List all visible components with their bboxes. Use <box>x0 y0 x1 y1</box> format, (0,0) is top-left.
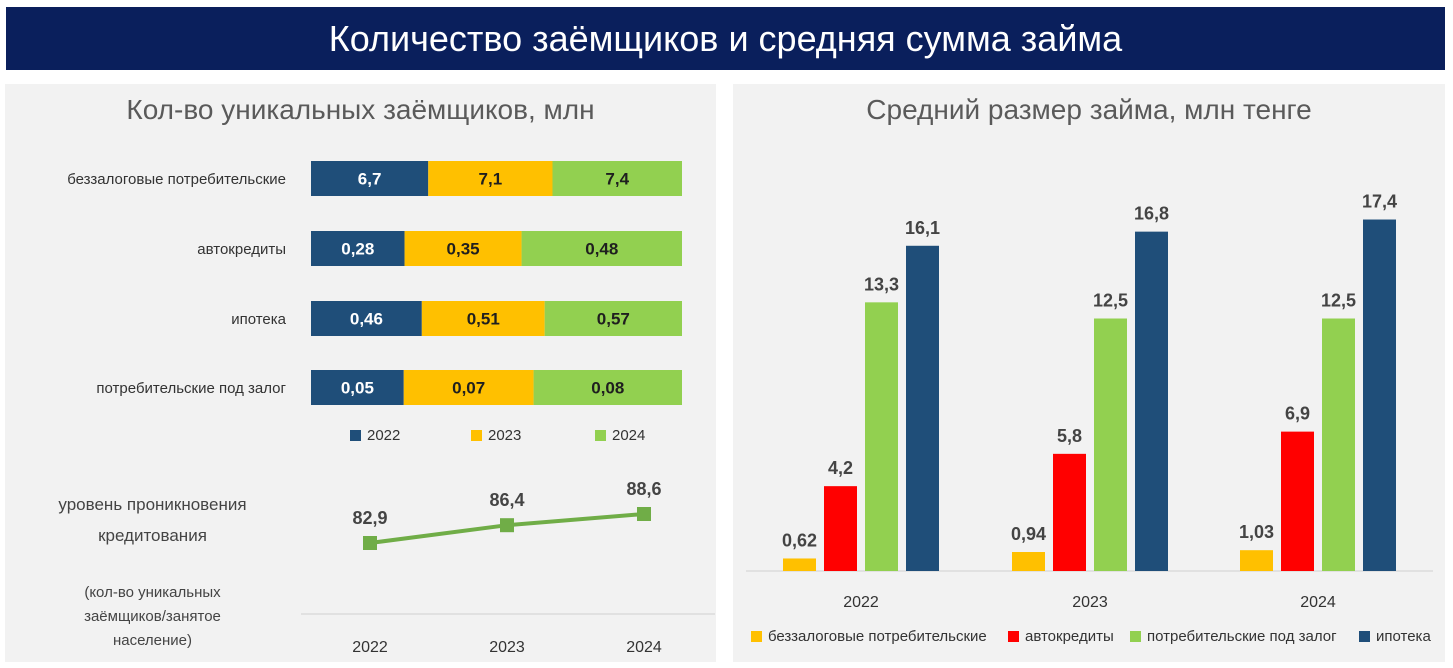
legend-secured: потребительские под залог <box>1130 628 1337 645</box>
category-label-secured: потребительские под залог <box>96 380 286 397</box>
column-bar <box>1053 453 1086 571</box>
x-tick-label: 2024 <box>626 639 662 656</box>
stacked-bar-value-label: 0,46 <box>350 310 383 329</box>
stacked-bar-value-label: 0,07 <box>452 379 485 398</box>
column-value-label: 0,62 <box>782 530 817 550</box>
category-label-auto: автокредиты <box>197 241 286 258</box>
x-tick-label: 2023 <box>489 639 525 656</box>
loan-size-panel: Средний размер займа, млн тенге 0,62 4,2 1… <box>733 84 1445 662</box>
stacked-bar-value-label: 0,08 <box>591 379 624 398</box>
column-bar <box>1012 552 1045 571</box>
stacked-bar-segment <box>533 370 682 405</box>
stacked-bar-segment <box>403 370 534 405</box>
column-value-label: 16,8 <box>1134 204 1169 224</box>
column-bar <box>1363 219 1396 571</box>
stacked-bar-value-label: 0,28 <box>341 240 374 259</box>
legend-2024: 2024 <box>595 427 645 444</box>
column-bar <box>1322 318 1355 571</box>
stacked-bar-segment <box>404 231 522 266</box>
column-value-label: 12,5 <box>1321 291 1356 311</box>
x-tick-label: 2024 <box>1300 594 1336 611</box>
legend-2022: 2022 <box>350 427 400 444</box>
stacked-bar-value-label: 0,05 <box>341 379 374 398</box>
column-bar <box>783 558 816 571</box>
column-bar <box>1281 431 1314 571</box>
legend-swatch-secured <box>1130 631 1141 642</box>
column-value-label: 0,94 <box>1011 524 1046 544</box>
legend-swatch-2023 <box>471 430 482 441</box>
legend-auto: автокредиты <box>1008 628 1114 645</box>
column-value-label: 6,9 <box>1285 404 1310 424</box>
penetration-line-chart: 82,9 2022 86,4 2023 88,6 2024 <box>301 479 715 656</box>
penetration-marker <box>637 507 651 521</box>
x-tick-label: 2022 <box>352 639 388 656</box>
stacked-bar-segment <box>311 231 405 266</box>
stacked-bar-value-label: 6,7 <box>358 170 382 189</box>
legend-unsecured: беззалоговые потребительские <box>751 628 987 645</box>
penetration-label: уровень проникновения кредитования <box>58 495 247 546</box>
column-bar <box>1094 318 1127 571</box>
legend-label-2023: 2023 <box>488 427 522 444</box>
penetration-note: (кол-во уникальных заёмщиков/занятое нас… <box>84 584 221 649</box>
legend-label-2022: 2022 <box>367 427 401 444</box>
loan-size-chart-title: Средний размер займа, млн тенге <box>866 94 1312 125</box>
legend-swatch-mortgage <box>1359 631 1370 642</box>
column-value-label: 5,8 <box>1057 426 1082 446</box>
borrowers-panel: Кол-во уникальных заёмщиков, млн беззало… <box>5 84 716 662</box>
column-bar <box>1240 550 1273 571</box>
stacked-bar-segment <box>521 231 682 266</box>
penetration-value-label: 82,9 <box>352 508 387 528</box>
stacked-bar-value-label: 0,51 <box>467 310 500 329</box>
loan-size-bar-chart: 0,62 4,2 13,3 16,1 2022 0,94 5,8 12,5 16,8 2023 1,… <box>746 192 1433 611</box>
x-tick-label: 2023 <box>1072 594 1108 611</box>
stacked-bar-value-label: 0,57 <box>597 310 630 329</box>
legend-swatch-2024 <box>595 430 606 441</box>
column-value-label: 4,2 <box>828 458 853 478</box>
legend-label-mortgage: ипотека <box>1376 628 1431 645</box>
column-value-label: 17,4 <box>1362 192 1397 212</box>
stacked-bar-segment <box>552 161 682 196</box>
page-title: Количество заёмщиков и средняя сумма зай… <box>6 7 1445 70</box>
stacked-bar-segment <box>544 301 682 336</box>
legend-swatch-auto <box>1008 631 1019 642</box>
x-tick-label: 2022 <box>843 594 879 611</box>
stacked-bar-segment <box>421 301 545 336</box>
stacked-bar-segment <box>311 161 429 196</box>
category-label-unsecured: беззалоговые потребительские <box>67 171 286 188</box>
stacked-bar-segment <box>428 161 553 196</box>
stacked-bar-chart: 6,7 7,1 7,4 0,28 0,35 0,48 0,46 0,51 0,57 0,05 0,0… <box>311 161 682 405</box>
column-bar <box>1135 231 1168 571</box>
penetration-value-label: 88,6 <box>626 479 661 499</box>
legend-swatch-unsecured <box>751 631 762 642</box>
penetration-value-label: 86,4 <box>489 490 524 510</box>
column-bar <box>906 245 939 571</box>
legend-2023: 2023 <box>471 427 521 444</box>
category-label-mortgage: ипотека <box>231 311 286 328</box>
column-bar <box>824 486 857 571</box>
legend-label-2024: 2024 <box>612 427 646 444</box>
column-value-label: 12,5 <box>1093 291 1128 311</box>
stacked-bar-segment <box>311 301 422 336</box>
stacked-bar-segment <box>311 370 404 405</box>
column-value-label: 16,1 <box>905 218 940 238</box>
column-bar <box>865 302 898 571</box>
column-value-label: 13,3 <box>864 274 899 294</box>
legend-label-secured: потребительские под залог <box>1147 628 1337 645</box>
penetration-marker <box>500 518 514 533</box>
borrowers-chart-title: Кол-во уникальных заёмщиков, млн <box>126 94 595 125</box>
stacked-bar-value-label: 0,35 <box>447 240 480 259</box>
penetration-marker <box>363 536 377 550</box>
stacked-bar-value-label: 7,4 <box>605 170 629 189</box>
column-value-label: 1,03 <box>1239 522 1274 542</box>
legend-mortgage: ипотека <box>1359 628 1431 645</box>
legend-label-unsecured: беззалоговые потребительские <box>768 628 987 645</box>
legend-swatch-2022 <box>350 430 361 441</box>
stacked-bar-value-label: 0,48 <box>585 240 618 259</box>
legend-label-auto: автокредиты <box>1025 628 1114 645</box>
stacked-bar-value-label: 7,1 <box>479 170 503 189</box>
